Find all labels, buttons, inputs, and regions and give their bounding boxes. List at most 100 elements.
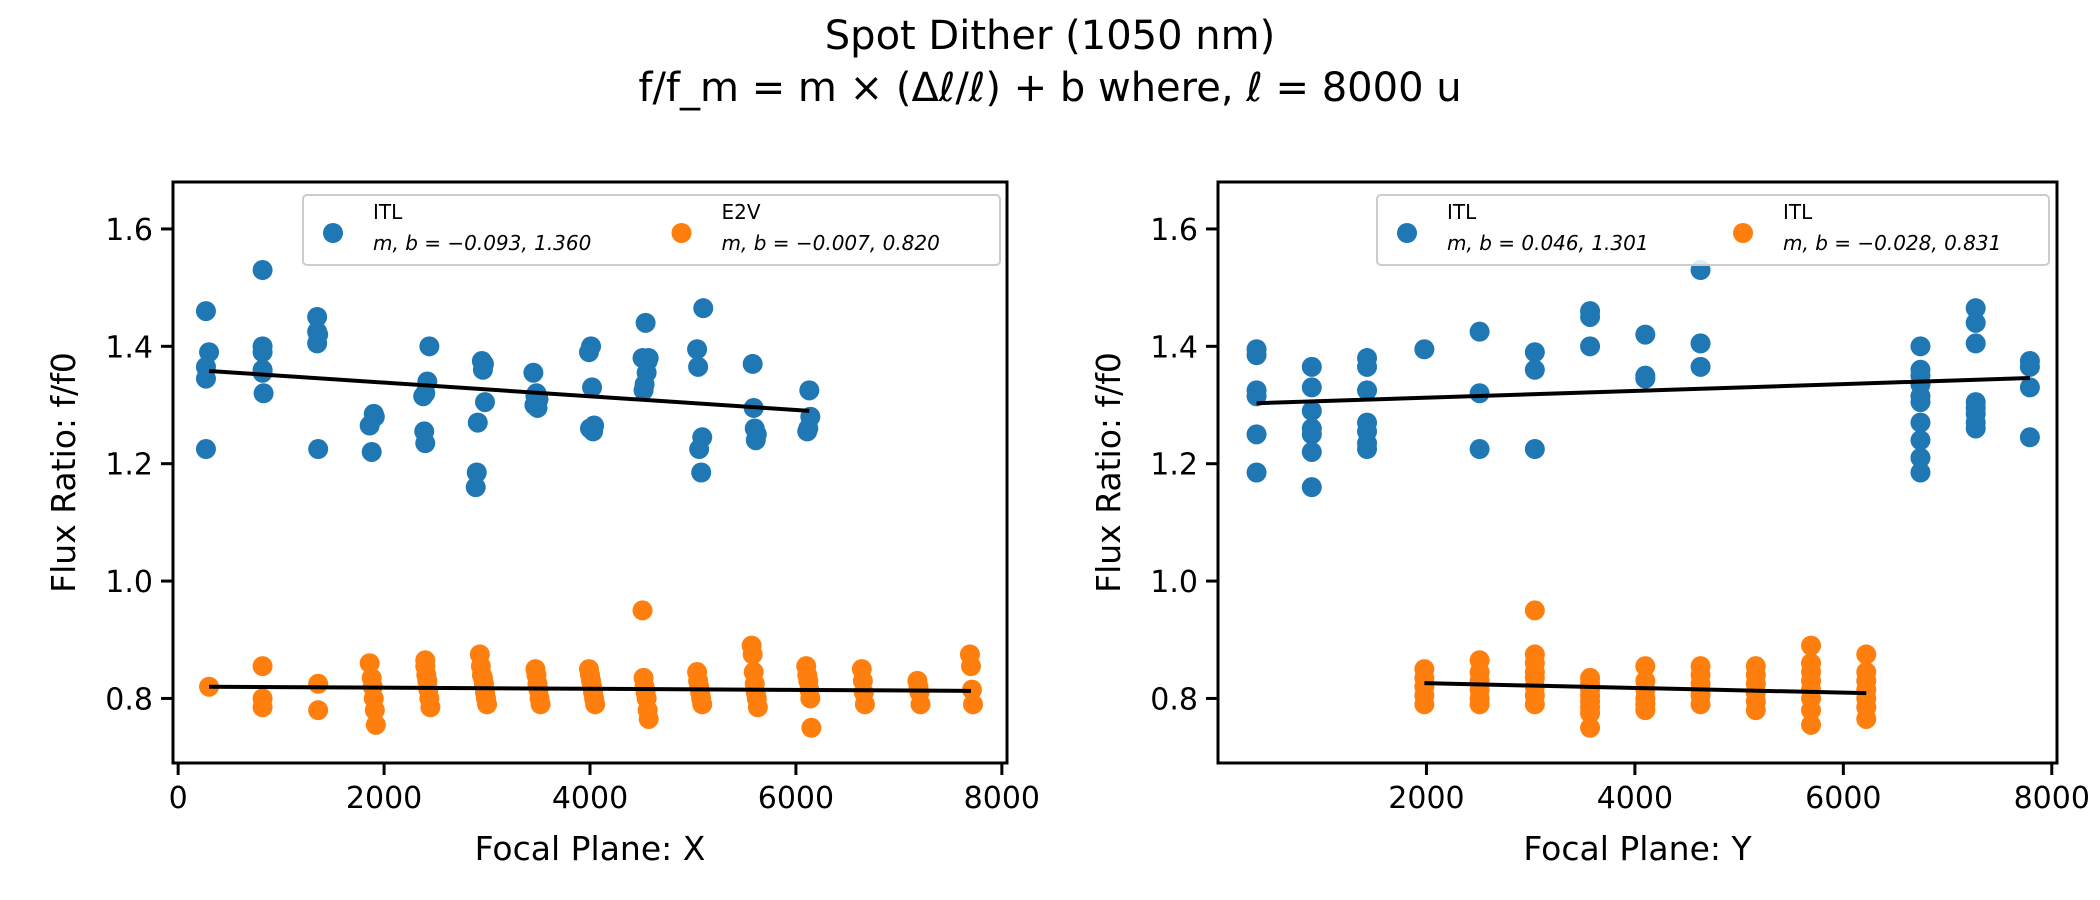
data-point bbox=[2019, 427, 2040, 448]
data-point bbox=[359, 653, 380, 674]
data-point bbox=[1965, 333, 1986, 354]
data-point bbox=[688, 356, 709, 377]
x-tick-label: 2000 bbox=[1388, 781, 1464, 816]
y-tick-label: 1.0 bbox=[105, 565, 153, 600]
fit-line bbox=[1424, 681, 1867, 696]
series-2-1 bbox=[1246, 260, 2040, 498]
legend-entry: ITL m, b = −0.093, 1.360 bbox=[323, 200, 591, 255]
data-point bbox=[308, 700, 329, 721]
data-point bbox=[582, 377, 603, 398]
data-point bbox=[1301, 356, 1322, 377]
data-point bbox=[1635, 368, 1656, 389]
data-point bbox=[1910, 430, 1931, 451]
data-point bbox=[1801, 635, 1822, 656]
data-point bbox=[1524, 694, 1545, 715]
legend-entry-name: E2V bbox=[722, 200, 761, 224]
data-point bbox=[1965, 418, 1986, 439]
data-point bbox=[415, 433, 436, 454]
data-point bbox=[910, 694, 931, 715]
y-tick-label: 1.2 bbox=[1150, 448, 1198, 483]
data-point bbox=[742, 644, 763, 665]
data-point bbox=[465, 477, 486, 498]
y-tick-label: 0.8 bbox=[1150, 682, 1198, 717]
legend-entry-name: ITL bbox=[1447, 200, 1477, 224]
data-point bbox=[1524, 342, 1545, 363]
data-point bbox=[1690, 356, 1711, 377]
x-axis-label: Focal Plane: Y bbox=[1523, 829, 1752, 868]
data-point bbox=[474, 392, 495, 413]
data-point bbox=[585, 694, 606, 715]
data-point bbox=[746, 424, 767, 445]
data-point bbox=[1301, 424, 1322, 445]
y-axis-label: Flux Ratio: f/f0 bbox=[1089, 352, 1128, 593]
data-point bbox=[1414, 694, 1435, 715]
data-point bbox=[195, 439, 216, 460]
data-point bbox=[1246, 345, 1267, 366]
data-point bbox=[1301, 477, 1322, 498]
legend-entry: ITL m, b = 0.046, 1.301 bbox=[1397, 200, 1649, 255]
legend-entry-fit: m, b = 0.046, 1.301 bbox=[1447, 231, 1649, 255]
data-point bbox=[308, 439, 329, 460]
chart-subtitle: f/f_m = m × (Δℓ/ℓ) + b where, ℓ = 8000 u bbox=[638, 65, 1462, 111]
data-point bbox=[1469, 439, 1490, 460]
data-point bbox=[1301, 400, 1322, 421]
axes-frame bbox=[1216, 180, 2059, 765]
data-point bbox=[1580, 703, 1601, 724]
y-tick-label: 1.4 bbox=[105, 330, 153, 365]
data-point bbox=[1801, 714, 1822, 735]
data-point bbox=[1690, 694, 1711, 715]
data-point bbox=[1910, 447, 1931, 468]
legend: ITL m, b = −0.093, 1.360 E2V m, b = −0.007,… bbox=[302, 194, 1001, 266]
data-point bbox=[1301, 377, 1322, 398]
data-point bbox=[530, 694, 551, 715]
data-point bbox=[693, 298, 714, 319]
y-tick-label: 1.2 bbox=[105, 448, 153, 483]
title-block: Spot Dither (1050 nm) f/f_m = m × (Δℓ/ℓ)… bbox=[0, 10, 2100, 114]
x-axis-label: Focal Plane: X bbox=[475, 829, 706, 868]
data-point bbox=[195, 368, 216, 389]
y-tick-label: 1.6 bbox=[1150, 213, 1198, 248]
data-point bbox=[1469, 694, 1490, 715]
legend-entry-fit: m, b = −0.007, 0.820 bbox=[722, 231, 940, 255]
data-point bbox=[1469, 383, 1490, 404]
data-point bbox=[361, 441, 382, 462]
data-point bbox=[1357, 439, 1378, 460]
data-point bbox=[199, 342, 220, 363]
x-tick-label: 6000 bbox=[758, 781, 834, 816]
data-point bbox=[1745, 700, 1766, 721]
series-1-2 bbox=[199, 600, 984, 738]
legend-marker bbox=[671, 223, 692, 243]
data-point bbox=[1414, 339, 1435, 360]
data-point bbox=[1357, 380, 1378, 401]
data-point bbox=[1635, 656, 1656, 677]
data-point bbox=[308, 324, 329, 345]
data-point bbox=[960, 656, 981, 677]
data-point bbox=[417, 371, 438, 392]
data-point bbox=[854, 694, 875, 715]
data-point bbox=[1856, 644, 1877, 665]
data-point bbox=[638, 708, 659, 729]
data-point bbox=[1910, 462, 1931, 483]
legend-marker bbox=[1397, 223, 1417, 243]
y-tick-label: 1.0 bbox=[1150, 565, 1198, 600]
data-point bbox=[1910, 336, 1931, 357]
data-point bbox=[364, 406, 385, 427]
data-point bbox=[799, 380, 820, 401]
data-point bbox=[963, 694, 984, 715]
data-point bbox=[800, 688, 821, 709]
data-point bbox=[1910, 392, 1931, 413]
data-point bbox=[1965, 312, 1986, 333]
legend-entry-name: ITL bbox=[373, 200, 403, 224]
data-point bbox=[252, 697, 273, 718]
data-point bbox=[1301, 441, 1322, 462]
legend: ITL m, b = 0.046, 1.301 ITL m, b = −0.028, … bbox=[1376, 194, 2050, 266]
data-point bbox=[1580, 306, 1601, 327]
data-point bbox=[420, 697, 441, 718]
x-tick-label: 6000 bbox=[1805, 781, 1881, 816]
panel-2: 2000 4000 6000 8000 0.8 1.0 1.2 1.4 1.6 Focal Pla… bbox=[1089, 180, 2090, 868]
data-point bbox=[1801, 700, 1822, 721]
legend-entry: E2V m, b = −0.007, 0.820 bbox=[671, 200, 940, 255]
data-point bbox=[1357, 356, 1378, 377]
